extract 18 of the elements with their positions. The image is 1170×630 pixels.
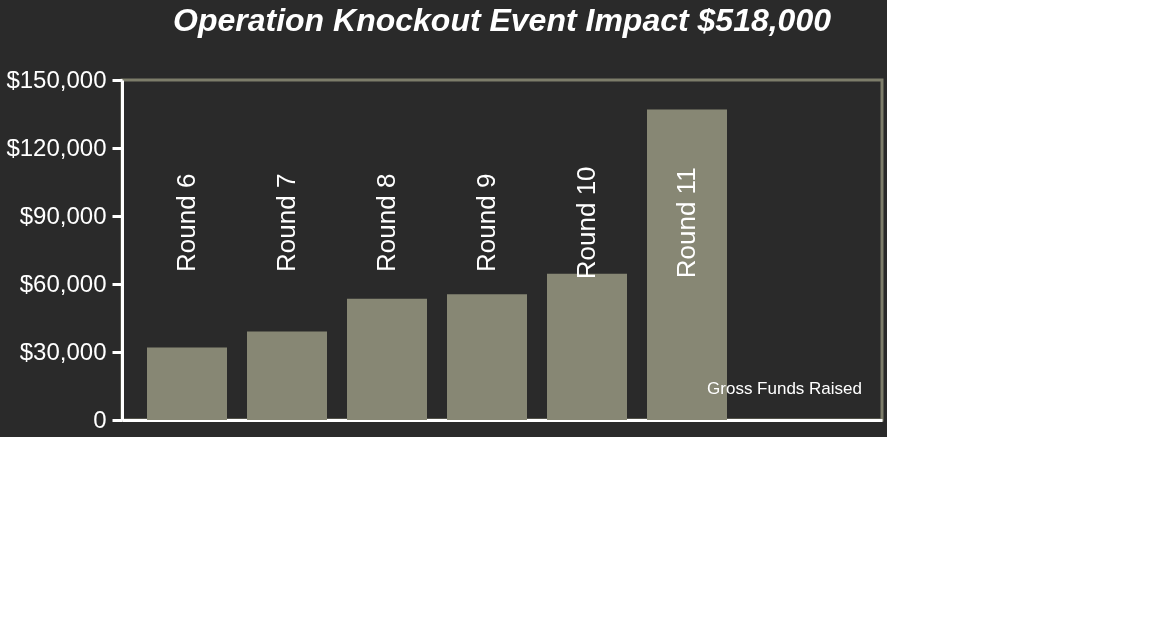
y-tick-label: $30,000 bbox=[19, 337, 107, 365]
y-tick-label: $120,000 bbox=[6, 133, 107, 161]
x-tick-label: Round 8 bbox=[371, 173, 401, 272]
y-tick-label: $60,000 bbox=[19, 269, 107, 297]
bar bbox=[147, 347, 227, 420]
chart-title: Operation Knockout Event Impact $518,000 bbox=[173, 2, 832, 38]
y-tick-label: 0 bbox=[93, 405, 107, 433]
bar bbox=[247, 331, 327, 420]
x-tick-label: Round 11 bbox=[671, 167, 701, 279]
y-tick-label: $150,000 bbox=[6, 65, 107, 93]
x-tick-label: Round 9 bbox=[471, 173, 501, 272]
bar bbox=[347, 298, 427, 420]
x-tick-label: Round 10 bbox=[571, 166, 601, 280]
y-tick-label: $90,000 bbox=[19, 201, 107, 229]
bar bbox=[447, 294, 527, 420]
x-tick-label: Round 7 bbox=[271, 173, 301, 272]
x-tick-label: Round 6 bbox=[171, 173, 201, 272]
x-axis-title: Gross Funds Raised bbox=[707, 379, 862, 398]
